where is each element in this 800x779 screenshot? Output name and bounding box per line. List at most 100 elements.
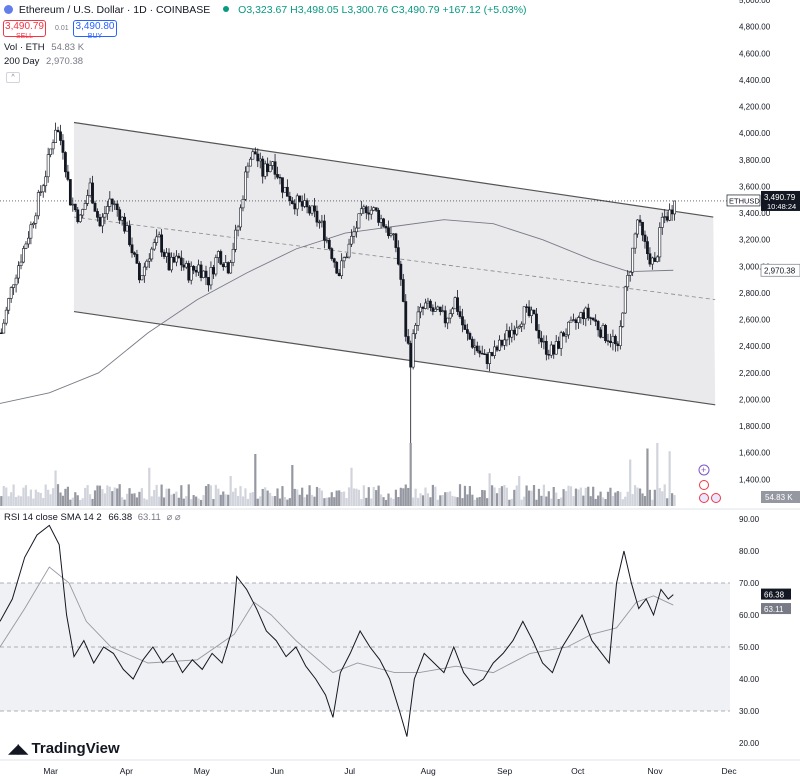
- candle-body: [347, 243, 351, 258]
- tradingview-logo[interactable]: ◢◣ TradingView: [8, 740, 120, 757]
- volume-bar: [76, 495, 79, 506]
- candle-body: [273, 161, 277, 175]
- candle-body: [192, 265, 196, 271]
- candle-body: [451, 308, 455, 315]
- candle-body: [278, 176, 282, 179]
- candle-body: [318, 221, 321, 224]
- lightning-icon[interactable]: [699, 480, 709, 490]
- time-axis-tick: Nov: [648, 766, 664, 776]
- candle-body: [631, 247, 635, 273]
- candle-body: [359, 208, 363, 215]
- rsi-hidden-icon[interactable]: ⌀ ⌀: [166, 512, 181, 523]
- candle-body: [315, 210, 319, 223]
- volume-bar: [143, 498, 146, 506]
- volume-bar: [234, 488, 237, 506]
- volume-bar: [251, 492, 254, 506]
- price-axis-tick: 4,000.00: [739, 129, 771, 138]
- candle-body: [9, 287, 13, 299]
- candle-body: [537, 329, 541, 339]
- buy-button[interactable]: 3,490.80 BUY: [73, 20, 117, 40]
- candle-body: [552, 344, 556, 355]
- candle-body: [305, 200, 309, 208]
- volume-bar: [254, 454, 257, 506]
- candle-body: [648, 253, 652, 265]
- candle-body: [591, 317, 595, 321]
- volume-bar: [399, 487, 402, 506]
- channel-lower-line[interactable]: [73, 310, 716, 406]
- last-price-label: 3,490.79: [764, 193, 796, 202]
- vol-legend[interactable]: Vol · ETH 54.83 K: [4, 42, 84, 53]
- volume-bar: [412, 497, 415, 506]
- volume-bar: [520, 499, 523, 506]
- candle-body: [562, 332, 565, 337]
- candle-body: [303, 200, 307, 207]
- volume-bar: [111, 491, 114, 506]
- candle-body: [293, 203, 297, 210]
- plus-circle-icon[interactable]: [698, 464, 710, 476]
- candle-body: [549, 344, 553, 356]
- rsi-pane[interactable]: [0, 524, 730, 737]
- candle-body: [308, 206, 311, 214]
- volume-bar: [172, 493, 176, 506]
- volume-bar: [429, 497, 432, 506]
- volume-bar: [175, 491, 178, 506]
- channel-upper-line[interactable]: [73, 121, 714, 218]
- candle-body: [31, 223, 35, 226]
- candle-body: [596, 321, 600, 331]
- volume-bar: [404, 484, 407, 506]
- volume-bar: [449, 491, 452, 506]
- candle-body: [244, 171, 247, 200]
- rsi-axis-tick: 70.00: [739, 579, 760, 588]
- rsi-line[interactable]: [0, 524, 674, 737]
- rsi-axis-tick: 60.00: [739, 611, 760, 620]
- rsi-value-label: 66.38: [764, 591, 785, 600]
- volume-bar: [170, 494, 173, 506]
- candle-body: [157, 234, 161, 238]
- volume-bar: [271, 496, 274, 506]
- candle-body: [68, 179, 72, 206]
- us-flag-icon[interactable]: [711, 493, 721, 503]
- spread: 0.01: [55, 25, 69, 32]
- price-pane[interactable]: [0, 121, 730, 493]
- candle-body: [532, 309, 536, 315]
- legend-title-row: Ethereum / U.S. Dollar · 1D · COINBASE O…: [4, 4, 527, 16]
- us-flag-icon[interactable]: [699, 493, 709, 503]
- volume-bar: [606, 491, 610, 506]
- volume-bar: [14, 496, 18, 506]
- rsi-sma-line[interactable]: [0, 566, 674, 674]
- symbol-tag-bg: [726, 194, 761, 207]
- volume-bar: [653, 489, 656, 506]
- volume-bar: [402, 488, 405, 506]
- rsi-legend[interactable]: RSI 14 close SMA 14 2 66.38 63.11 ⌀ ⌀: [4, 512, 181, 523]
- volume-bar: [278, 498, 282, 506]
- volume-bar: [49, 494, 52, 506]
- candle-body: [655, 256, 659, 262]
- volume-bar: [298, 494, 301, 506]
- candle-body: [182, 264, 186, 268]
- candle-body: [641, 221, 644, 236]
- volume-bar: [609, 487, 612, 506]
- candle-body: [463, 324, 467, 330]
- sell-button[interactable]: 3,490.79 SELL: [3, 20, 46, 40]
- volume-bar: [232, 491, 235, 506]
- ma-legend[interactable]: 200 Day 2,970.38: [4, 56, 83, 67]
- candle-body: [22, 248, 25, 263]
- sell-price: 3,490.79: [5, 21, 44, 32]
- rsi-sma-value: 63.11: [137, 512, 161, 523]
- symbol-title[interactable]: Ethereum / U.S. Dollar · 1D · COINBASE: [18, 4, 211, 16]
- volume-bar: [463, 485, 467, 506]
- channel-mid-line: [73, 216, 716, 301]
- plus-glyph: +: [701, 465, 706, 475]
- candle-body: [170, 256, 173, 271]
- candle-body: [665, 216, 669, 221]
- candle-body: [626, 275, 630, 288]
- candle-body: [436, 306, 440, 310]
- candle-body: [24, 243, 28, 249]
- candle-body: [214, 257, 218, 275]
- candle-body: [73, 203, 77, 211]
- ma200-line[interactable]: [0, 219, 674, 404]
- volume-bar: [668, 451, 671, 506]
- volume-bar: [436, 499, 439, 506]
- collapse-legend-icon[interactable]: ^: [6, 72, 20, 83]
